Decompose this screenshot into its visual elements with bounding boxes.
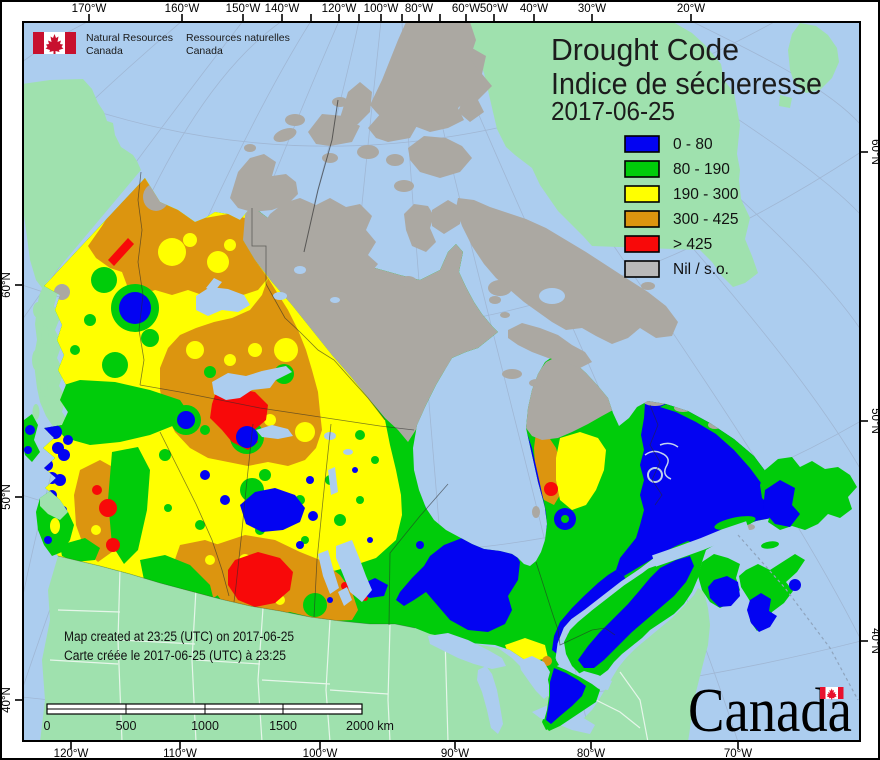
svg-text:20°W: 20°W [677, 3, 705, 15]
svg-text:100°W: 100°W [364, 3, 399, 15]
svg-text:80°W: 80°W [577, 748, 605, 760]
svg-text:80°W: 80°W [405, 3, 433, 15]
svg-text:Canada: Canada [688, 674, 852, 744]
svg-text:2017-06-25: 2017-06-25 [551, 96, 675, 126]
svg-text:160°W: 160°W [165, 3, 200, 15]
svg-text:150°W: 150°W [226, 3, 261, 15]
svg-text:> 425: > 425 [673, 236, 712, 253]
svg-text:Canada: Canada [186, 45, 223, 57]
svg-text:Natural Resources: Natural Resources [86, 32, 173, 44]
svg-text:30°W: 30°W [578, 3, 606, 15]
svg-text:120°W: 120°W [54, 748, 89, 760]
svg-text:140°W: 140°W [265, 3, 300, 15]
svg-text:Indice de sécheresse: Indice de sécheresse [551, 66, 822, 101]
svg-text:1500: 1500 [269, 719, 297, 733]
svg-text:190 - 300: 190 - 300 [673, 186, 739, 203]
svg-text:0: 0 [44, 719, 51, 733]
svg-text:80 - 190: 80 - 190 [673, 161, 730, 178]
svg-text:50°N: 50°N [869, 408, 880, 434]
svg-text:Ressources naturelles: Ressources naturelles [186, 32, 290, 44]
svg-text:100°W: 100°W [303, 748, 338, 760]
svg-text:50°N: 50°N [1, 484, 13, 510]
svg-text:50°W: 50°W [480, 3, 508, 15]
svg-text:Carte créée le 2017-06-25 (UTC: Carte créée le 2017-06-25 (UTC) à 23:25 [64, 648, 286, 663]
svg-text:120°W: 120°W [322, 3, 357, 15]
svg-text:Drought Code: Drought Code [551, 32, 739, 67]
svg-text:1000: 1000 [191, 719, 219, 733]
svg-text:170°W: 170°W [72, 3, 107, 15]
svg-text:60°W: 60°W [452, 3, 480, 15]
svg-text:40°W: 40°W [520, 3, 548, 15]
svg-text:Nil / s.o.: Nil / s.o. [673, 261, 729, 278]
svg-text:500: 500 [116, 719, 137, 733]
svg-text:2000 km: 2000 km [346, 719, 394, 733]
svg-text:300 - 425: 300 - 425 [673, 211, 739, 228]
svg-text:40°N: 40°N [1, 687, 13, 713]
svg-text:60°N: 60°N [869, 139, 880, 165]
svg-text:70°W: 70°W [724, 748, 752, 760]
svg-text:110°W: 110°W [163, 748, 197, 760]
svg-text:0 - 80: 0 - 80 [673, 136, 713, 153]
svg-text:Canada: Canada [86, 45, 123, 57]
svg-text:60°N: 60°N [1, 272, 13, 298]
svg-text:40°N: 40°N [869, 628, 880, 654]
svg-text:Map created at 23:25 (UTC) on: Map created at 23:25 (UTC) on 2017-06-25 [64, 629, 294, 644]
svg-text:90°W: 90°W [441, 748, 469, 760]
